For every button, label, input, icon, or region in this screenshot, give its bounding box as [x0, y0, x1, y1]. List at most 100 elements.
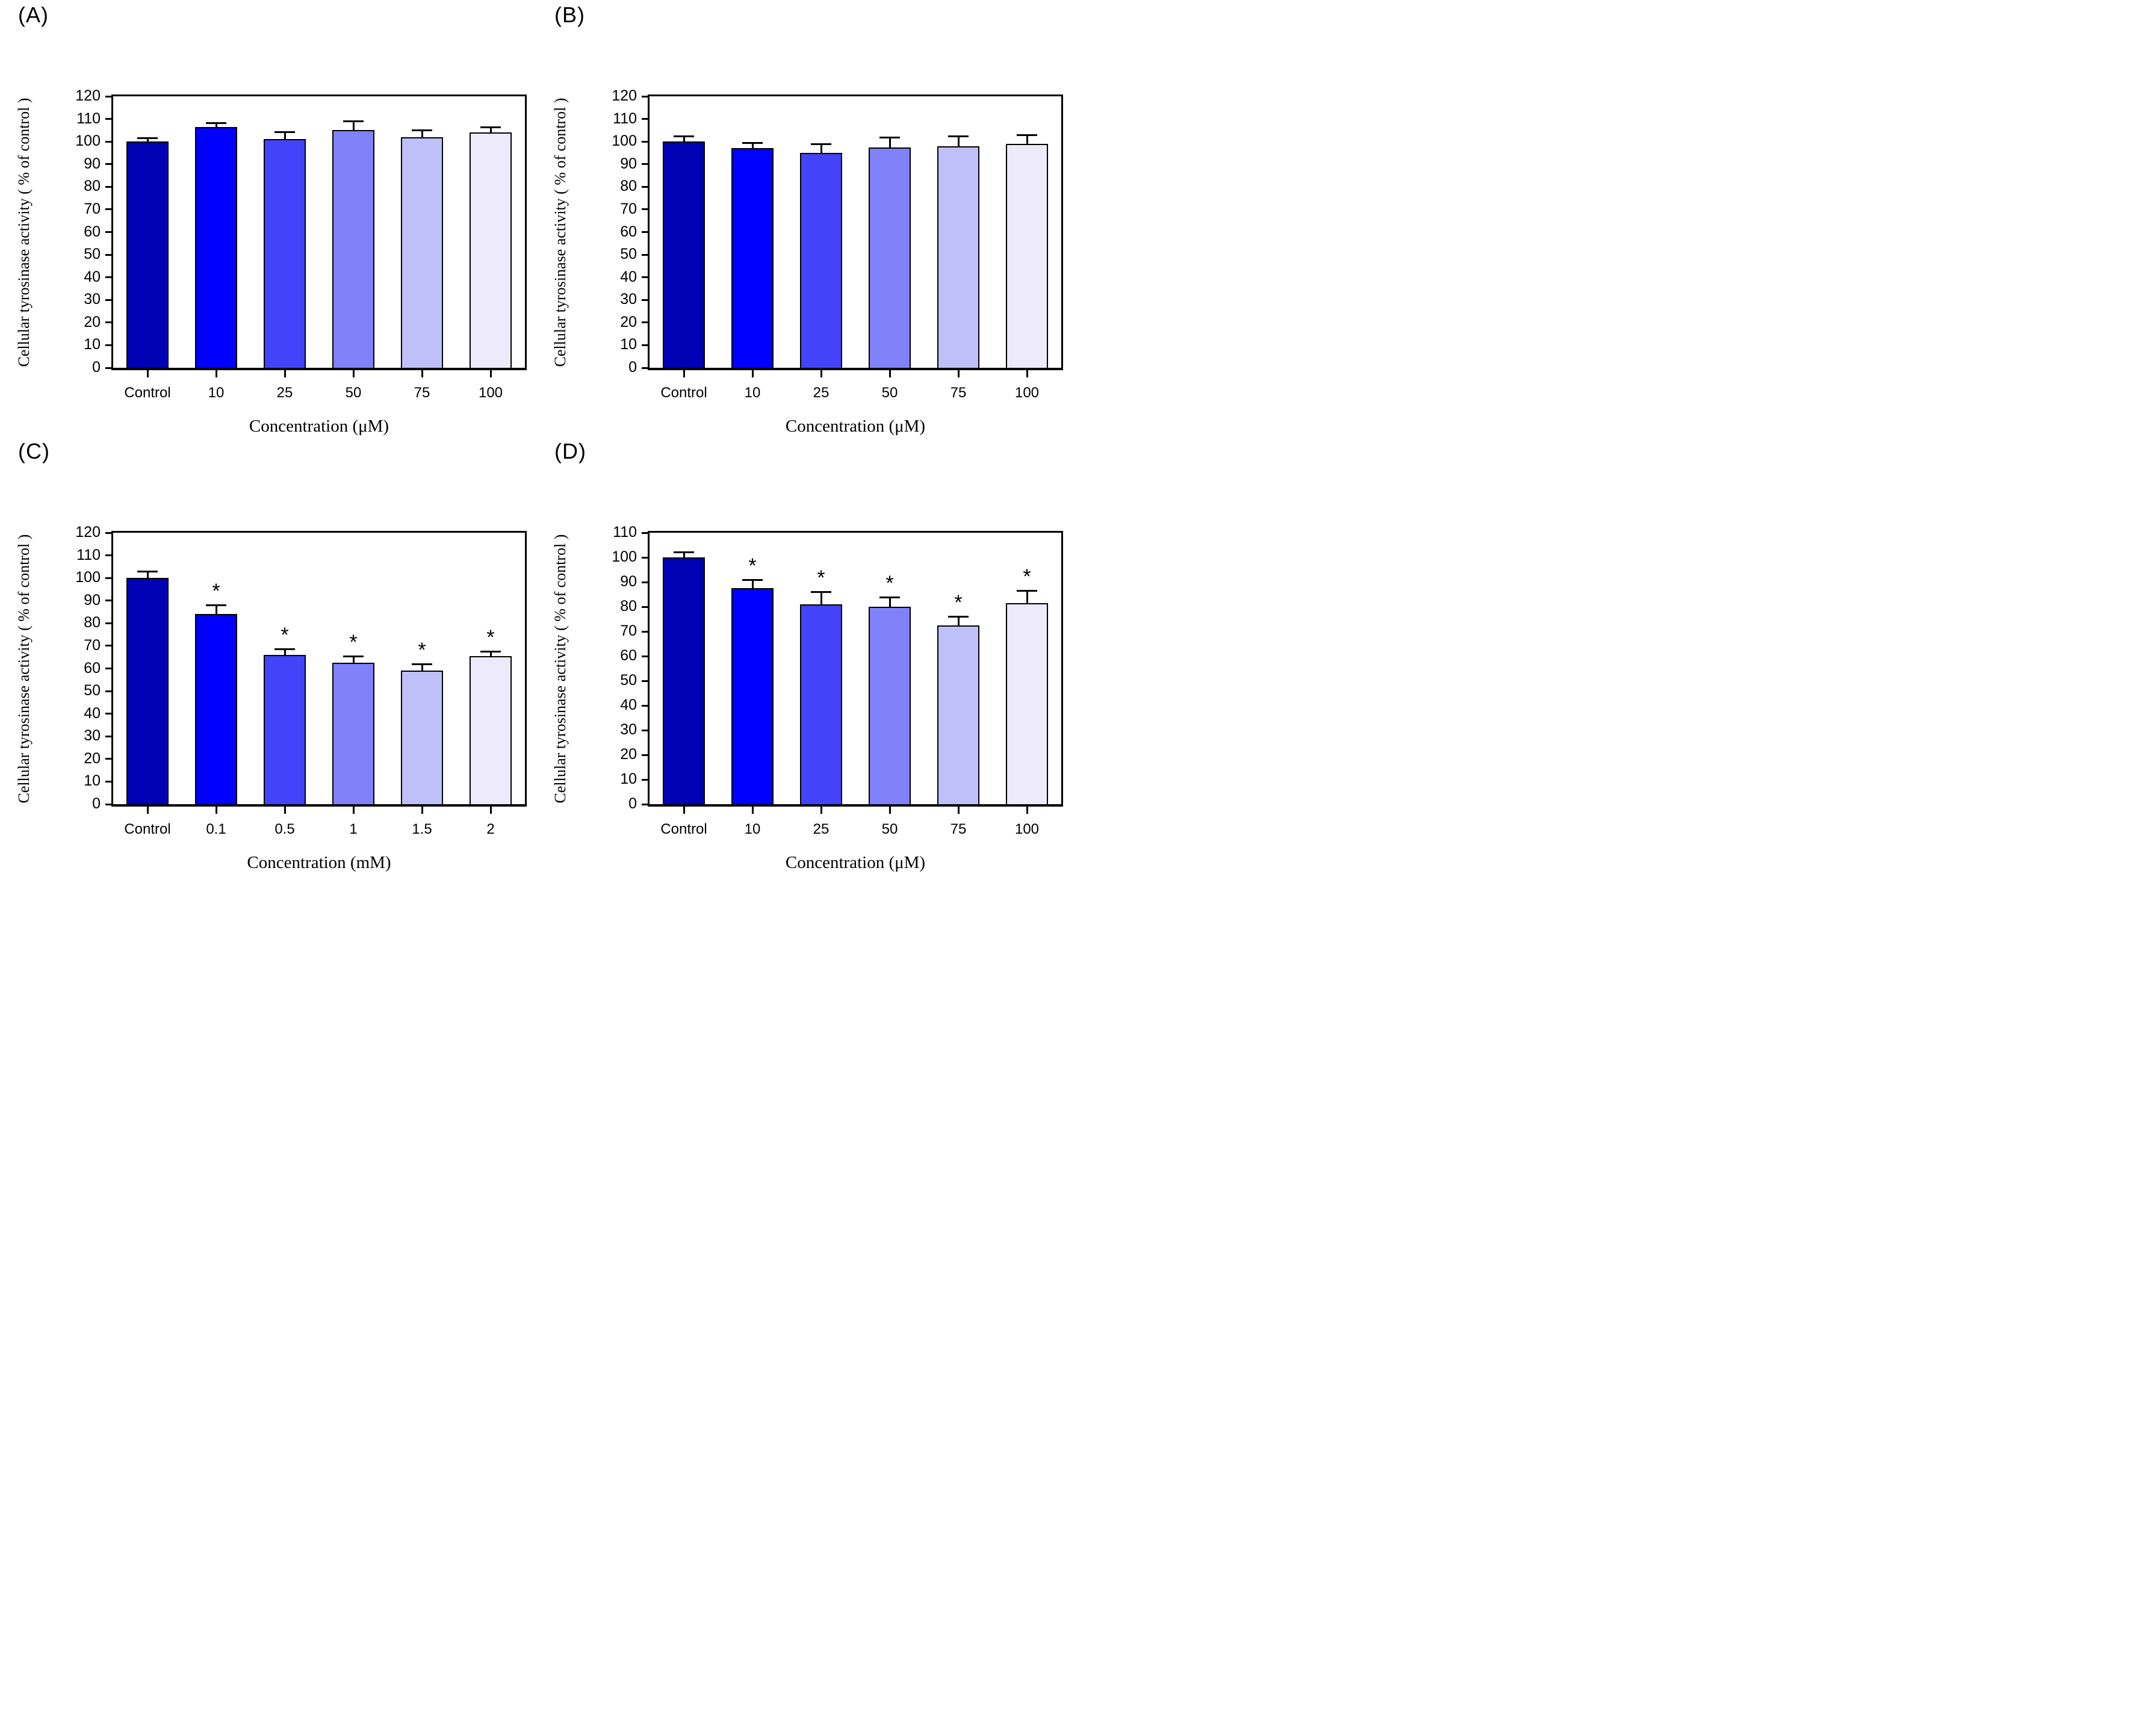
bar-control	[126, 578, 169, 804]
significance-star: *	[212, 580, 220, 603]
x-axis-title: Concentration (μM)	[785, 417, 926, 436]
y-tick-mark	[642, 321, 648, 324]
y-tick-mark	[105, 118, 111, 120]
y-tick-label: 30	[620, 291, 637, 308]
error-bar-line	[352, 122, 355, 131]
y-tick-mark	[105, 668, 111, 669]
x-tick-mark	[683, 370, 685, 377]
x-tick-mark	[957, 370, 960, 377]
error-bar-cap	[879, 596, 900, 598]
y-tick-label: 100	[75, 569, 101, 586]
x-tick-label: 50	[881, 385, 898, 401]
y-tick-mark	[642, 344, 648, 346]
y-axis-title: Cellular tyrosinase activity ( % of cont…	[551, 534, 569, 804]
y-tick-mark	[642, 680, 648, 682]
bar-1.5	[401, 671, 443, 804]
x-tick-mark	[751, 370, 754, 377]
panel-a: (A) 0 10 20 30 40 50 60 70 80 90 100 110 120 Control 10…	[0, 0, 536, 436]
y-tick-mark	[105, 367, 111, 369]
x-tick-label: 10	[744, 385, 761, 401]
y-tick-mark	[105, 253, 111, 256]
y-axis-title: Cellular tyrosinase activity ( % of cont…	[551, 98, 569, 367]
panel-label: (B)	[554, 2, 585, 27]
error-bar-cap	[480, 651, 501, 653]
significance-star: *	[954, 591, 963, 614]
bar-100	[470, 132, 512, 368]
x-tick-label: 100	[478, 385, 503, 401]
x-tick-label: 0.5	[274, 821, 295, 837]
y-tick-mark	[105, 803, 111, 805]
error-bar-cap	[879, 136, 900, 138]
y-tick-mark	[642, 803, 648, 805]
y-tick-label: 50	[620, 246, 637, 263]
y-tick-mark	[105, 163, 111, 166]
y-tick-mark	[105, 554, 111, 557]
bar-100	[1006, 143, 1048, 368]
y-tick-label: 10	[620, 336, 637, 353]
error-bar-line	[352, 657, 355, 663]
error-bar-line	[683, 553, 685, 557]
four-panel-bar-figure: (A) 0 10 20 30 40 50 60 70 80 90 100 110 120 Control 10…	[0, 0, 1073, 872]
y-tick-label: 120	[75, 524, 101, 541]
y-tick-label: 20	[84, 749, 101, 767]
error-bar-cap	[412, 663, 432, 665]
y-tick-label: 20	[620, 746, 637, 763]
error-bar-line	[421, 131, 423, 137]
y-tick-label: 60	[620, 223, 637, 240]
x-tick-mark	[1026, 370, 1028, 377]
y-tick-mark	[105, 208, 111, 211]
y-tick-mark	[105, 344, 111, 346]
x-tick-mark	[1026, 807, 1028, 814]
error-bar-cap	[412, 129, 432, 132]
y-tick-label: 30	[84, 727, 101, 745]
y-tick-label: 0	[92, 359, 101, 376]
error-bar-line	[888, 598, 891, 607]
x-tick-mark	[146, 807, 149, 814]
panel-b: (B) 0 10 20 30 40 50 60 70 80 90 100 110 120 Control 10…	[536, 0, 1073, 436]
y-tick-label: 40	[620, 696, 637, 713]
bar-25	[264, 139, 306, 368]
y-tick-mark	[105, 532, 111, 534]
y-tick-label: 90	[620, 155, 637, 172]
significance-star: *	[418, 638, 426, 662]
plot-area	[648, 95, 1063, 370]
bar-0.5	[264, 654, 306, 804]
y-tick-label: 70	[84, 200, 101, 217]
y-tick-label: 80	[84, 178, 101, 195]
x-tick-mark	[957, 807, 960, 814]
significance-star: *	[349, 630, 358, 654]
y-tick-mark	[642, 118, 648, 120]
y-tick-label: 80	[620, 178, 637, 195]
error-bar-line	[751, 143, 754, 149]
y-tick-mark	[642, 231, 648, 233]
y-tick-mark	[642, 630, 648, 633]
x-tick-label: Control	[124, 385, 171, 401]
bar-0.1	[195, 614, 237, 804]
x-tick-mark	[421, 370, 423, 377]
panel-d: (D) 0 10 20 30 40 50 60 70 80 90 100 110 Control * 10 * 2…	[536, 436, 1073, 872]
y-tick-label: 60	[84, 659, 101, 677]
x-tick-label: 25	[276, 385, 293, 401]
y-tick-mark	[105, 140, 111, 143]
y-tick-mark	[105, 231, 111, 233]
panel-label: (C)	[18, 439, 50, 463]
y-tick-mark	[105, 95, 111, 98]
y-tick-label: 60	[84, 223, 101, 240]
error-bar-cap	[274, 131, 295, 133]
error-bar-cap	[674, 135, 694, 137]
bar-1	[332, 663, 374, 804]
y-tick-label: 60	[620, 647, 637, 664]
y-tick-mark	[105, 185, 111, 188]
x-tick-label: 10	[744, 821, 761, 837]
error-bar-cap	[742, 141, 763, 144]
significance-star: *	[1023, 565, 1031, 589]
plot-area	[111, 95, 527, 370]
y-tick-mark	[105, 780, 111, 783]
x-tick-label: 2	[486, 821, 495, 837]
y-tick-label: 50	[84, 246, 101, 263]
error-bar-line	[215, 123, 217, 127]
y-axis-title: Cellular tyrosinase activity ( % of cont…	[15, 98, 33, 367]
y-tick-label: 50	[620, 672, 637, 689]
bar-50	[869, 607, 911, 804]
x-tick-mark	[215, 370, 217, 377]
